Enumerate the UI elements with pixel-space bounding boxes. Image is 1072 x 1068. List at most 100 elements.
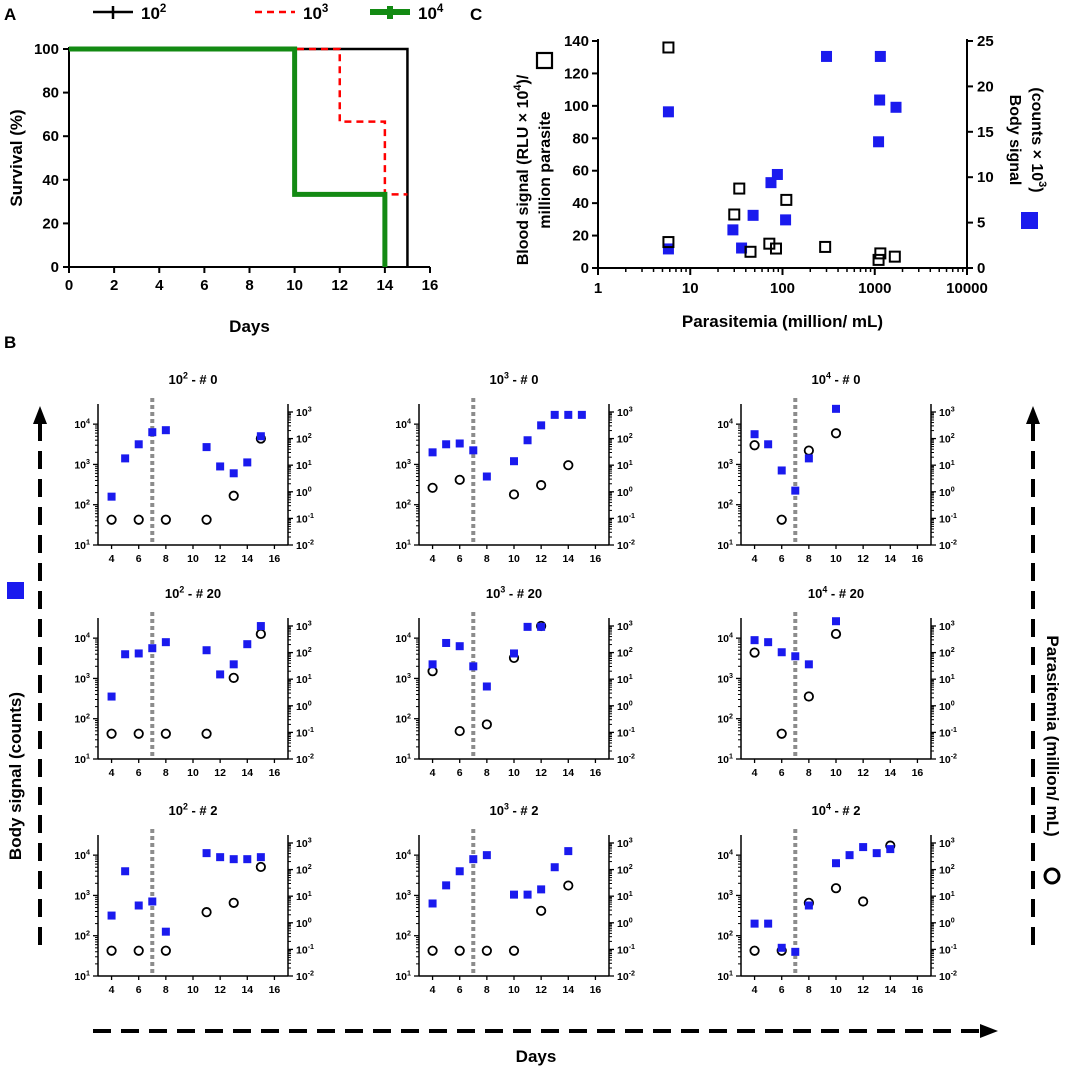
signal-vs-parasitemia-chart: 1 10 100 1000 10000 0 20 40 60 80 100 120 140 0 5 10 15 2… [512,33,1048,331]
right-y-tick-label-exp: -2 [951,539,957,547]
body-signal-point [523,436,532,445]
parasitemia-point [228,490,239,501]
body-signal-point [662,106,674,118]
left-y-tick-label: 0 [581,260,589,277]
x-axis-label: Days [229,317,270,336]
time-course-grid: 102 - # 04 6 8 10 12 14 1610110210310410-210-1… [6,371,1062,1066]
left-y-tick-label: 103 [74,672,90,685]
subplot-0: 102 - # 04 6 8 10 12 14 1610110210310410-210-1… [74,371,314,565]
legend-label-2-exp: 4 [437,3,444,15]
left-y-tick-label-exp: 4 [407,849,411,857]
x-tick-label: 4 [109,553,115,565]
right-y-tick-label-exp: 1 [951,673,955,681]
parasitemia-point [803,445,814,456]
right-y-tick-label-exp: 1 [308,890,312,898]
left-y-tick-label: 140 [564,33,589,50]
x-tick-label: 8 [806,767,812,779]
right-y-tick-label: 100 [296,916,312,929]
left-y-label-text: Blood signal (RLU × 10 [515,91,532,266]
subplot-title-6-exp: 2 [183,802,188,812]
body-signal-point [873,136,885,148]
right-y-tick-label: 101 [296,459,312,472]
body-signal-point [202,646,211,655]
right-y-tick-label: 101 [296,890,312,903]
body-signal-point [256,432,265,441]
body-signal-point [771,168,783,180]
x-tick-label: 10 [187,767,199,779]
body-signal-point [121,867,130,876]
right-y-tick-label: 10 [977,169,994,186]
subplot-title-1: 103 - # 0 [489,371,538,387]
body-signal-point [256,622,265,631]
panel-label-c: C [470,5,482,24]
x-tick-label: 14 [884,553,896,565]
x-tick-label: 6 [457,767,463,779]
right-y-tick-label-base: 10 [617,754,629,766]
left-y-tick-label-base: 10 [74,754,86,766]
right-y-tick-label-base: 10 [296,918,308,930]
left-y-tick-label-exp: 1 [86,753,90,761]
x-tick-label: 6 [136,767,142,779]
parasitemia-point [481,945,492,956]
right-y-tick-label: 10-1 [296,943,314,956]
left-y-tick-label-base: 10 [395,500,407,512]
x-tick-label: 14 [562,984,574,996]
right-y-tick-label-base: 10 [939,648,951,660]
subplot-title-3-base: 10 [165,586,179,601]
subplot-title-5-base: 10 [808,586,822,601]
parasitemia-point [106,945,117,956]
body-signal-point [161,426,170,435]
bottom-axis-label: Days [516,1047,557,1066]
x-tick-label: 6 [779,553,785,565]
survival-line-2 [69,46,388,267]
right-y-tick-label: 103 [939,406,955,419]
right-y-tick-label: 10-2 [296,970,314,983]
x-tick-label: 4 [430,767,436,779]
left-y-tick-label-exp: 3 [407,672,411,680]
body-signal-point [874,50,886,62]
right-y-tick-label-base: 10 [296,648,308,660]
x-tick-label: 8 [163,984,169,996]
left-y-tick-label: 101 [717,539,733,552]
left-y-tick-label-base: 10 [717,714,729,726]
subplot-title-1-suffix: - # 0 [509,372,539,387]
left-y-tick-label: 120 [564,65,589,82]
left-y-tick-label-exp: 1 [407,753,411,761]
right-y-tick-label-base: 10 [939,540,951,552]
blood-signal-point [819,240,832,253]
right-y-tick-label-base: 10 [296,701,308,713]
left-y-tick-label-exp: 2 [86,498,90,506]
right-y-tick-label: 10-2 [617,753,635,766]
legend-label-2: 104 [418,3,444,23]
left-y-tick-label: 103 [717,672,733,685]
body-signal-point [791,947,800,956]
right-y-tick-label: 101 [296,673,312,686]
subplot-title-2: 104 - # 0 [811,371,860,387]
body-signal-point [148,897,157,906]
right-y-tick-label-exp: 3 [629,620,633,628]
x-tick-label: 12 [214,553,226,565]
subplot-title-6: 102 - # 2 [168,802,217,818]
left-y-tick-label-base: 10 [74,890,86,902]
x-tick-label: 10 [286,277,303,294]
right-y-tick-label: 100 [617,699,633,712]
right-y-tick-label: 100 [296,485,312,498]
right-y-tick-label: 100 [617,485,633,498]
body-signal-point [202,443,211,452]
body-signal-point [428,899,437,908]
right-y-tick-label-exp: 3 [951,837,955,845]
x-tick-label: 10 [682,280,699,297]
body-signal-point [243,458,252,467]
right-y-tick-label-exp: -1 [308,943,314,951]
blood-signal-point [662,41,675,54]
body-signal-point [832,404,840,413]
left-y-tick-label: 102 [74,929,90,942]
body-signal-point [832,859,840,868]
right-y-tick-label-base: 10 [296,674,308,686]
right-y-tick-label-base: 10 [939,971,951,983]
left-y-tick-label-exp: 2 [729,712,733,720]
right-y-tick-label-exp: -1 [629,512,635,520]
parasitemia-point [454,474,465,485]
subplot-6: 102 - # 24 6 8 10 12 14 1610110210310410-210-1… [74,802,314,996]
parasitemia-point [160,514,171,525]
